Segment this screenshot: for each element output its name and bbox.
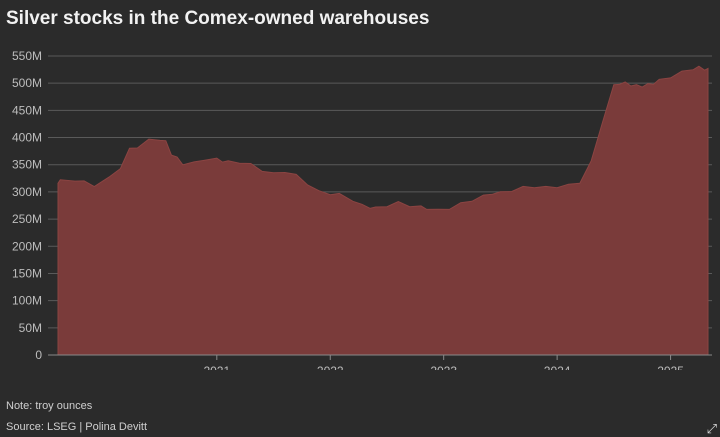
chart-note: Note: troy ounces [6, 400, 93, 412]
chart-source: Source: LSEG | Polina Devitt [6, 421, 148, 433]
y-tick-label: 400M [12, 131, 42, 145]
series-area [57, 65, 709, 356]
y-tick-label: 100M [12, 294, 42, 308]
y-tick-label: 350M [12, 158, 42, 172]
x-tick-label: 2024 [544, 364, 571, 370]
x-tick-label: 2023 [430, 364, 457, 370]
y-tick-label: 150M [12, 266, 42, 280]
y-tick-label: 200M [12, 239, 42, 253]
y-tick-label: 250M [12, 212, 42, 226]
y-tick-label: 0 [35, 348, 42, 362]
y-tick-label: 300M [12, 185, 42, 199]
expand-icon[interactable]: ⤢ [706, 421, 717, 436]
x-tick-label: 2021 [203, 364, 230, 370]
x-tick-label: 2025 [657, 364, 684, 370]
chart-title: Silver stocks in the Comex-owned warehou… [6, 8, 430, 29]
y-tick-label: 50M [19, 321, 42, 335]
y-tick-label: 500M [12, 76, 42, 90]
y-tick-label: 450M [12, 103, 42, 117]
area-chart: 0 50M 100M 150M 200M 250M 300M 350M 400M 450M 500M… [12, 49, 712, 370]
x-tick-label: 2022 [317, 364, 344, 370]
y-tick-label: 550M [12, 49, 42, 63]
